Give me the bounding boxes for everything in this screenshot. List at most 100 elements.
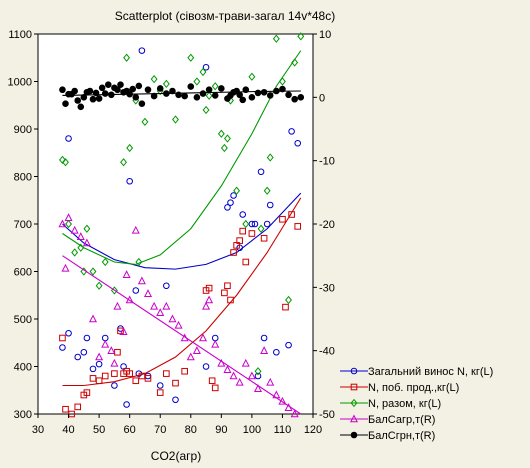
data-point [211, 384, 219, 392]
data-point [205, 295, 214, 304]
data-point [168, 314, 177, 323]
data-point [80, 348, 88, 356]
data-point [143, 289, 153, 297]
data-point [101, 90, 109, 97]
legend-label: БалСгрн,т(R) [368, 430, 435, 442]
data-point [221, 289, 228, 297]
data-point [291, 58, 299, 67]
data-point [248, 72, 256, 81]
y-right-tick-label: -20 [319, 219, 335, 231]
data-point [120, 158, 128, 167]
x-tick-label: 40 [62, 424, 74, 436]
legend-label: БалСагр,т(R) [368, 414, 435, 426]
data-point [95, 352, 104, 361]
data-point [83, 334, 91, 342]
data-point [74, 353, 82, 361]
data-point [260, 346, 269, 354]
data-point [59, 344, 66, 351]
data-point [273, 87, 280, 95]
data-point [132, 377, 140, 385]
data-point [257, 168, 265, 176]
data-point [186, 352, 195, 361]
data-point [70, 225, 79, 234]
data-point [135, 82, 143, 90]
data-point [138, 372, 146, 380]
data-point [211, 339, 220, 348]
data-point [83, 224, 91, 233]
data-point [236, 91, 243, 99]
data-point [101, 339, 110, 348]
data-point [233, 186, 241, 195]
data-point [58, 155, 66, 165]
data-point [82, 238, 91, 247]
fit-line [62, 50, 302, 265]
data-point [198, 333, 208, 342]
fit-line [62, 197, 302, 387]
data-point [223, 134, 231, 143]
data-point [163, 90, 170, 97]
data-point [80, 94, 88, 101]
data-point [181, 367, 188, 375]
data-point [199, 67, 207, 77]
data-point [125, 295, 134, 304]
data-point [92, 89, 100, 97]
y-left-tick-label: 1000 [8, 77, 32, 89]
data-point [211, 92, 219, 99]
legend-label: Загальний винос N, кг(L) [368, 366, 493, 378]
y-left-tick-label: 300 [14, 409, 32, 421]
data-point [119, 327, 128, 335]
y-right-tick-label: 0 [319, 92, 325, 104]
data-point [272, 390, 281, 399]
data-point [156, 389, 164, 396]
data-point [285, 91, 292, 99]
data-point [260, 88, 268, 96]
axes-layer: 30 40 50 60 70 80 90 100 110 12030040050060070080… [8, 29, 335, 436]
data-point [285, 341, 292, 349]
series-group [58, 32, 305, 376]
data-point [239, 227, 247, 235]
y-left-tick-label: 500 [14, 314, 32, 326]
data-point [211, 82, 219, 91]
data-point [278, 396, 287, 405]
series-layer [58, 32, 305, 418]
data-point [266, 377, 275, 386]
data-point [205, 86, 213, 94]
data-point [202, 301, 211, 310]
data-point [242, 219, 250, 229]
data-point [248, 94, 256, 101]
data-point [217, 129, 225, 138]
data-point [108, 91, 115, 99]
data-point [278, 77, 286, 86]
x-tick-label: 50 [93, 424, 105, 436]
data-point [284, 403, 293, 411]
data-point [107, 346, 116, 354]
data-point [279, 85, 286, 93]
data-point [80, 267, 88, 276]
data-point [132, 287, 140, 294]
series-group [58, 213, 302, 418]
legend-label: N, поб. прод.,кг(L) [368, 382, 459, 394]
data-point [77, 103, 85, 111]
data-point [242, 86, 250, 94]
data-point [58, 219, 67, 228]
data-point [111, 382, 118, 389]
data-point [205, 284, 213, 292]
data-point [126, 177, 133, 185]
data-point [71, 87, 78, 95]
data-point [193, 77, 201, 86]
data-point [175, 91, 182, 99]
data-point [282, 303, 289, 311]
data-point [263, 186, 271, 195]
data-point [273, 348, 280, 356]
data-point [227, 296, 234, 304]
series-group [59, 47, 302, 408]
data-point [253, 384, 263, 392]
data-point [294, 139, 302, 147]
x-tick-label: 30 [32, 424, 44, 436]
y-left-tick-label: 400 [14, 362, 32, 374]
y-left-tick-label: 900 [14, 124, 32, 136]
data-point [266, 92, 274, 99]
data-point [62, 158, 69, 167]
data-point [251, 220, 259, 228]
